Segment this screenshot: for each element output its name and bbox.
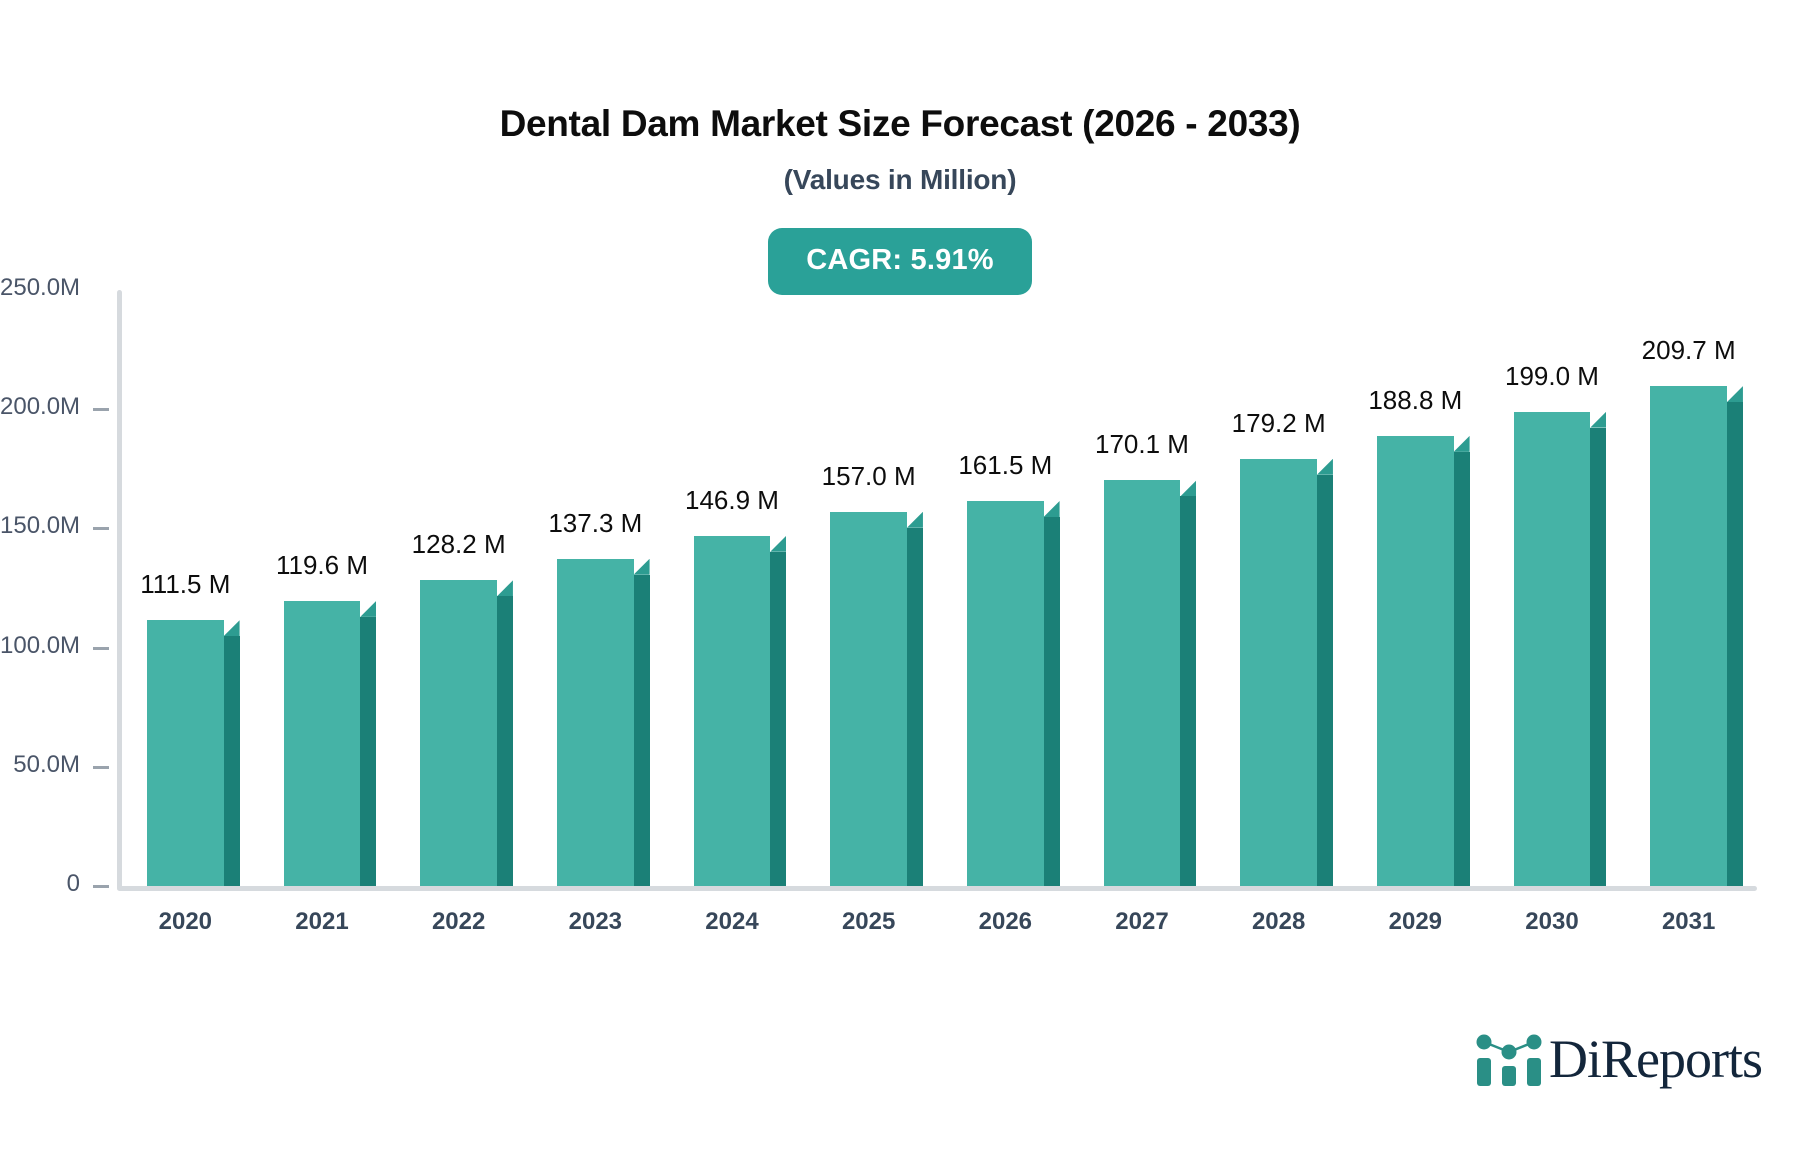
x-axis-tick-label: 2024 (705, 908, 759, 935)
logo: DiReports (1473, 1029, 1763, 1089)
bar-side-face (1590, 427, 1607, 886)
bar-top-face (1726, 386, 1743, 403)
bar-column: 188.8 M (1368, 290, 1470, 886)
bar-top-face (906, 511, 923, 528)
bar-column: 157.0 M (822, 290, 923, 886)
bar-front-face (830, 511, 907, 886)
bar-top-face (360, 600, 377, 617)
y-axis-tick-label: 50.0M (13, 750, 80, 778)
y-axis-line (117, 290, 122, 890)
bar-column: 209.7 M (1642, 290, 1743, 886)
bar-front-face (283, 600, 361, 886)
bar-side-face (906, 527, 923, 886)
bar-front-face (147, 620, 224, 886)
y-axis-tick-mark (93, 765, 109, 769)
bar-side-face (1180, 496, 1197, 886)
bar-column: 199.0 M (1505, 290, 1607, 886)
bar-column: 111.5 M (140, 290, 240, 886)
bar-top-face (633, 558, 650, 575)
x-axis-tick-label: 2029 (1388, 908, 1443, 935)
x-axis-tick-label: 2020 (158, 908, 213, 935)
bar-side-face (1316, 474, 1333, 886)
bar-top-face (1590, 411, 1607, 428)
x-axis-tick-label: 2023 (568, 908, 623, 935)
bar-value-label: 199.0 M (1505, 360, 1599, 391)
bar-top-face (1316, 458, 1333, 475)
bar-side-face (770, 551, 787, 886)
logo-text: DiReports (1549, 1029, 1763, 1089)
bar-column: 119.6 M (276, 290, 377, 886)
x-axis-tick-label: 2028 (1251, 908, 1306, 935)
page-title: Dental Dam Market Size Forecast (2026 - … (499, 103, 1301, 144)
bar-column: 146.9 M (685, 290, 787, 886)
bar-front-face (557, 558, 634, 886)
y-axis-tick-label: 250.0M (0, 274, 81, 301)
bar-side-face (496, 596, 513, 886)
bar-front-face (1103, 480, 1181, 886)
bar-top-face (496, 580, 513, 597)
y-axis-tick-label: 0 (66, 870, 80, 897)
bar-top-face (1043, 500, 1060, 517)
bar-side-face (223, 636, 240, 886)
bar-value-label: 157.0 M (821, 460, 916, 491)
bar-column: 161.5 M (958, 290, 1060, 886)
bar-side-face (633, 574, 650, 886)
chart-subtitle: (Values in Million) (783, 163, 1017, 195)
x-axis-tick-label: 2025 (841, 908, 896, 935)
bar-side-face (1043, 516, 1060, 886)
bar-column: 137.3 M (548, 290, 650, 886)
bar-value-label: 161.5 M (958, 449, 1053, 480)
x-axis-line (117, 886, 1757, 891)
y-axis-tick-mark (93, 646, 109, 650)
x-axis-tick-label: 2031 (1661, 908, 1716, 935)
y-axis-tick-mark (93, 408, 109, 412)
bar-side-face (1726, 402, 1743, 886)
x-axis-tick-label: 2026 (978, 908, 1033, 935)
bar-side-face (360, 616, 377, 886)
bar-value-label: 146.9 M (685, 484, 779, 515)
bar-value-label: 137.3 M (548, 507, 643, 538)
bar-value-label: 179.2 M (1231, 407, 1326, 438)
x-axis-tick-label: 2022 (431, 908, 486, 935)
bar-top-face (770, 535, 787, 552)
bar-front-face (693, 535, 771, 886)
chart-header: Dental Dam Market Size Forecast (2026 - … (0, 0, 1800, 295)
bar-front-face (420, 580, 497, 886)
cagr-badge: CAGR: 5.91% (768, 227, 1032, 295)
bar-value-label: 111.5 M (140, 569, 231, 600)
bar-front-face (1240, 458, 1317, 886)
bar-column: 179.2 M (1232, 290, 1333, 886)
bar-front-face (967, 500, 1044, 886)
bar-front-face (1377, 435, 1454, 886)
bar-value-label: 128.2 M (411, 529, 506, 560)
bar-value-label: 188.8 M (1368, 384, 1463, 415)
y-axis-tick-label: 100.0M (0, 631, 81, 659)
y-axis-tick-mark (93, 527, 109, 531)
bar-series: 111.5 M 119.6 M 128.2 M 137.3 M 146.9 M 157.0… (117, 290, 1757, 886)
bar-front-face (1513, 411, 1591, 886)
bar-top-face (1180, 480, 1197, 497)
bar-column: 170.1 M (1095, 290, 1197, 886)
bar-top-face (223, 620, 240, 637)
y-axis-tick-label: 150.0M (0, 512, 81, 540)
bar-value-label: 170.1 M (1095, 429, 1189, 460)
bar-column: 128.2 M (412, 290, 513, 886)
bar-value-label: 119.6 M (275, 549, 368, 580)
x-axis-tick-label: 2021 (295, 908, 349, 935)
x-axis-tick-label: 2030 (1525, 908, 1579, 935)
y-axis-tick-label: 200.0M (0, 393, 81, 421)
bar-front-face (1650, 386, 1727, 886)
bar-top-face (1453, 435, 1470, 452)
bar-side-face (1453, 451, 1470, 886)
x-axis-tick-label: 2027 (1115, 908, 1169, 935)
bar-value-label: 209.7 M (1641, 335, 1736, 366)
bar-chart-icon (1476, 1034, 1542, 1086)
y-axis-tick-mark (93, 885, 109, 888)
